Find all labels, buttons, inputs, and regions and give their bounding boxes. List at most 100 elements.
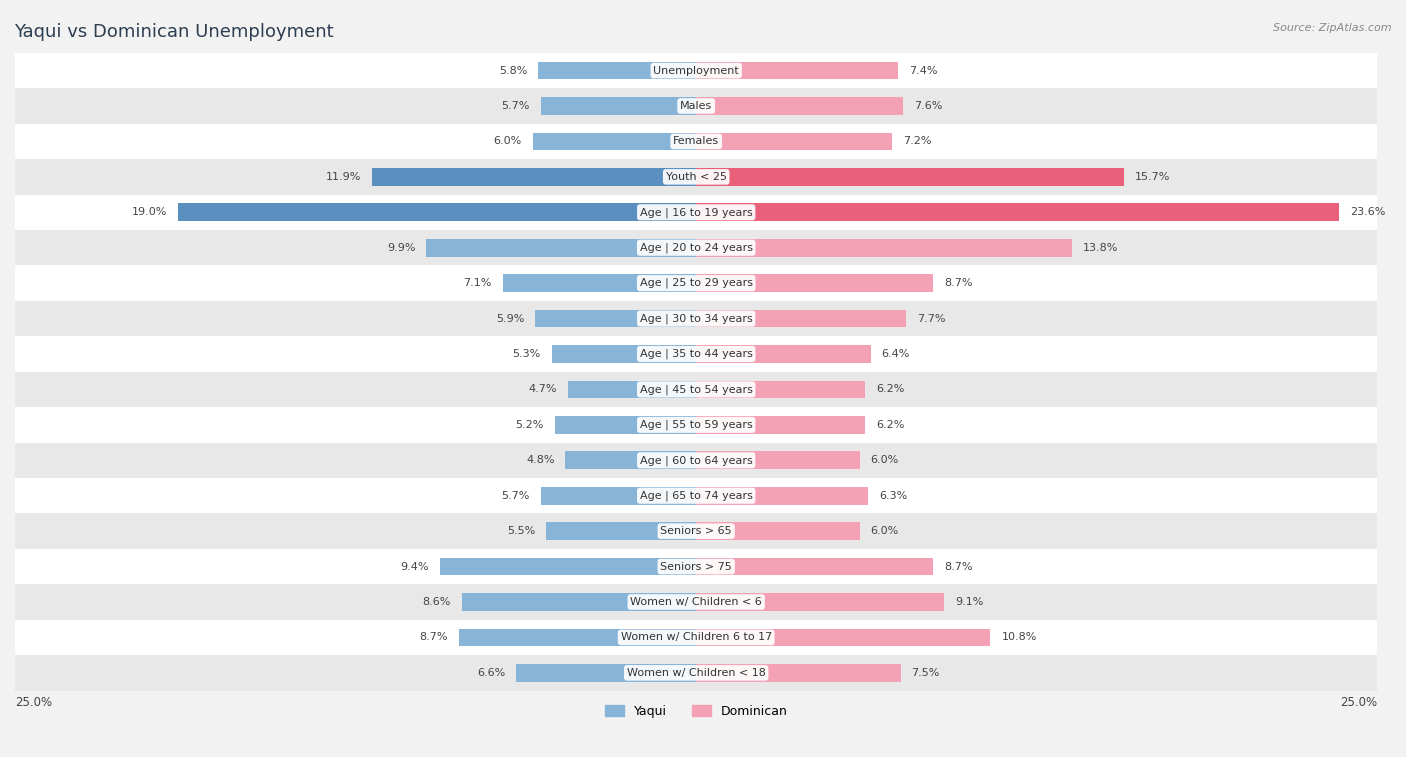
Text: 6.2%: 6.2%	[876, 385, 904, 394]
Bar	[696, 204, 1340, 221]
Bar	[15, 407, 1378, 443]
Bar	[696, 62, 898, 79]
Bar	[536, 310, 696, 328]
Bar	[15, 230, 1378, 266]
Legend: Yaqui, Dominican: Yaqui, Dominican	[600, 699, 793, 723]
Text: 4.7%: 4.7%	[529, 385, 557, 394]
Text: 5.8%: 5.8%	[499, 66, 527, 76]
Text: 7.5%: 7.5%	[911, 668, 939, 678]
Bar	[541, 97, 696, 115]
Bar	[696, 451, 859, 469]
Text: 13.8%: 13.8%	[1083, 243, 1119, 253]
Text: Seniors > 75: Seniors > 75	[661, 562, 733, 572]
Bar	[696, 97, 903, 115]
Text: 7.6%: 7.6%	[914, 101, 942, 111]
Text: Age | 25 to 29 years: Age | 25 to 29 years	[640, 278, 752, 288]
Bar	[15, 89, 1378, 123]
Text: 6.4%: 6.4%	[882, 349, 910, 359]
Bar	[538, 62, 696, 79]
Text: 8.6%: 8.6%	[423, 597, 451, 607]
Text: Women w/ Children < 6: Women w/ Children < 6	[630, 597, 762, 607]
Bar	[15, 123, 1378, 159]
Bar	[15, 443, 1378, 478]
Bar	[440, 558, 696, 575]
Bar	[696, 274, 934, 292]
Bar	[460, 628, 696, 646]
Bar	[15, 336, 1378, 372]
Bar	[503, 274, 696, 292]
Text: 6.0%: 6.0%	[494, 136, 522, 146]
Bar	[541, 487, 696, 505]
Bar	[696, 522, 859, 540]
Bar	[565, 451, 696, 469]
Text: Youth < 25: Youth < 25	[665, 172, 727, 182]
Bar	[696, 345, 870, 363]
Text: 6.2%: 6.2%	[876, 420, 904, 430]
Bar	[15, 53, 1378, 89]
Text: 5.7%: 5.7%	[502, 491, 530, 500]
Text: Women w/ Children < 18: Women w/ Children < 18	[627, 668, 766, 678]
Bar	[15, 478, 1378, 513]
Bar	[554, 416, 696, 434]
Bar	[15, 195, 1378, 230]
Text: 6.0%: 6.0%	[870, 455, 898, 466]
Text: 15.7%: 15.7%	[1135, 172, 1170, 182]
Bar	[533, 132, 696, 151]
Text: 10.8%: 10.8%	[1001, 632, 1036, 643]
Bar	[696, 310, 905, 328]
Bar	[696, 593, 945, 611]
Text: Women w/ Children 6 to 17: Women w/ Children 6 to 17	[620, 632, 772, 643]
Bar	[426, 239, 696, 257]
Bar	[15, 584, 1378, 620]
Text: 25.0%: 25.0%	[15, 696, 52, 709]
Text: 8.7%: 8.7%	[420, 632, 449, 643]
Text: 6.0%: 6.0%	[870, 526, 898, 536]
Bar	[15, 513, 1378, 549]
Text: 19.0%: 19.0%	[132, 207, 167, 217]
Text: Age | 60 to 64 years: Age | 60 to 64 years	[640, 455, 752, 466]
Text: Females: Females	[673, 136, 720, 146]
Text: 9.4%: 9.4%	[401, 562, 429, 572]
Bar	[547, 522, 696, 540]
Bar	[463, 593, 696, 611]
Text: Age | 55 to 59 years: Age | 55 to 59 years	[640, 419, 752, 430]
Text: Unemployment: Unemployment	[654, 66, 740, 76]
Text: 23.6%: 23.6%	[1350, 207, 1385, 217]
Text: 7.2%: 7.2%	[903, 136, 932, 146]
Text: Age | 16 to 19 years: Age | 16 to 19 years	[640, 207, 752, 217]
Text: 5.7%: 5.7%	[502, 101, 530, 111]
Text: 6.3%: 6.3%	[879, 491, 907, 500]
Text: 9.9%: 9.9%	[387, 243, 416, 253]
Bar	[516, 664, 696, 682]
Bar	[696, 628, 990, 646]
Bar	[15, 159, 1378, 195]
Bar	[696, 168, 1123, 185]
Text: 6.6%: 6.6%	[477, 668, 506, 678]
Text: 5.9%: 5.9%	[496, 313, 524, 323]
Bar	[179, 204, 696, 221]
Text: 5.2%: 5.2%	[515, 420, 544, 430]
Bar	[696, 487, 868, 505]
Text: 5.5%: 5.5%	[508, 526, 536, 536]
Bar	[15, 372, 1378, 407]
Bar	[696, 239, 1073, 257]
Text: 25.0%: 25.0%	[1340, 696, 1378, 709]
Text: 4.8%: 4.8%	[526, 455, 554, 466]
Text: 5.3%: 5.3%	[513, 349, 541, 359]
Text: Age | 20 to 24 years: Age | 20 to 24 years	[640, 242, 752, 253]
Bar	[15, 266, 1378, 301]
Text: Source: ZipAtlas.com: Source: ZipAtlas.com	[1274, 23, 1392, 33]
Bar	[696, 664, 901, 682]
Bar	[696, 558, 934, 575]
Text: Age | 45 to 54 years: Age | 45 to 54 years	[640, 384, 752, 394]
Bar	[696, 381, 865, 398]
Bar	[696, 416, 865, 434]
Text: 7.7%: 7.7%	[917, 313, 945, 323]
Text: 11.9%: 11.9%	[326, 172, 361, 182]
Text: Age | 65 to 74 years: Age | 65 to 74 years	[640, 491, 752, 501]
Bar	[568, 381, 696, 398]
Text: 7.1%: 7.1%	[464, 278, 492, 288]
Text: Age | 35 to 44 years: Age | 35 to 44 years	[640, 349, 752, 360]
Text: 8.7%: 8.7%	[945, 562, 973, 572]
Bar	[551, 345, 696, 363]
